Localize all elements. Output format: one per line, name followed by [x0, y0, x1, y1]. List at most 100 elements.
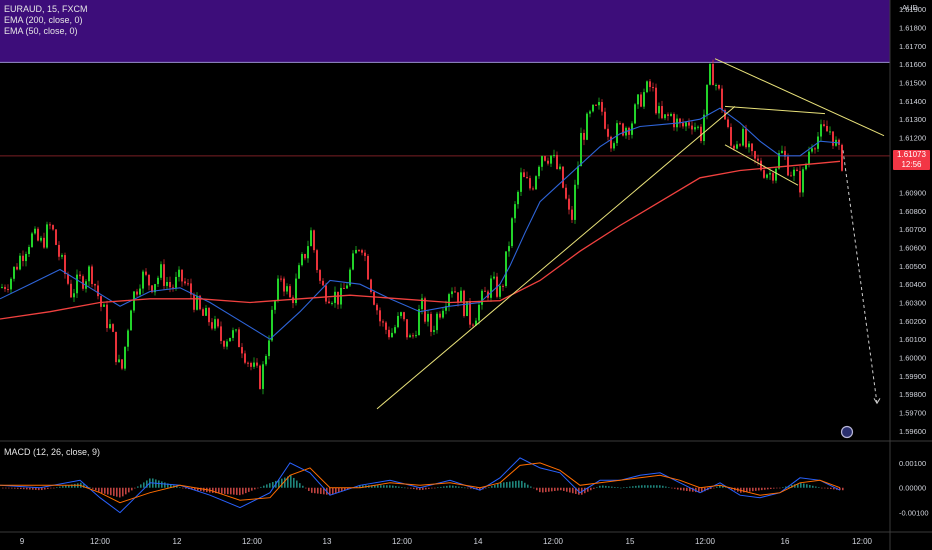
candle-body [565, 187, 567, 199]
macd-histogram-bar [716, 486, 718, 488]
candle-body [13, 266, 15, 279]
price-tick-label: 1.61400 [899, 97, 926, 106]
macd-histogram-bar [500, 482, 502, 488]
candle-body [682, 122, 684, 127]
price-tick-label: 1.60100 [899, 335, 926, 344]
candle-body [151, 285, 153, 293]
macd-histogram-bar [539, 487, 541, 493]
macd-histogram-bar [689, 487, 691, 492]
macd-histogram-bar [821, 487, 823, 489]
macd-histogram-bar [287, 476, 289, 488]
macd-histogram-bar [521, 480, 523, 488]
candle-body [541, 156, 543, 167]
macd-histogram-bar [623, 487, 625, 488]
candle-body [169, 281, 171, 288]
macd-histogram-bar [491, 486, 493, 488]
macd-line [0, 457, 841, 514]
macd-histogram-bar [722, 486, 724, 488]
candle-body [367, 255, 369, 280]
price-tick-label: 1.60200 [899, 317, 926, 326]
candle-body [436, 313, 438, 331]
candle-body [490, 278, 492, 298]
macd-histogram-bar [317, 487, 319, 494]
macd-histogram-bar [584, 487, 586, 494]
candle-body [664, 114, 666, 119]
macd-histogram-bar [308, 487, 310, 491]
candle-body [649, 81, 651, 88]
candle-body [388, 329, 390, 338]
symbol-label[interactable]: EURAUD, 15, FXCM [4, 4, 88, 14]
candle-body [706, 84, 708, 115]
macd-histogram-bar [347, 487, 349, 490]
candle-body [799, 170, 801, 193]
price-tick-label: 1.61700 [899, 42, 926, 51]
candle-body [556, 154, 558, 170]
macd-histogram-bar [32, 487, 34, 490]
candle-body [136, 291, 138, 295]
last-price-badge: 1.61073 12:56 [893, 150, 930, 170]
macd-histogram-bar [17, 487, 19, 489]
candle-body [196, 295, 198, 310]
candle-body [781, 150, 783, 154]
macd-histogram-bar [47, 487, 49, 489]
candle-body [364, 252, 366, 256]
ema50-line [0, 107, 841, 340]
macd-histogram-bar [101, 487, 103, 493]
macd-histogram-bar [587, 487, 589, 492]
candle-body [97, 285, 99, 297]
candle-body [838, 139, 840, 145]
macd-legend-label[interactable]: MACD (12, 26, close, 9) [4, 447, 101, 457]
macd-histogram-bar [560, 487, 562, 491]
candle-body [406, 319, 408, 338]
macd-histogram-bar [692, 487, 694, 492]
candle-body [139, 288, 141, 295]
candle-body [274, 300, 276, 310]
candle-body [241, 347, 243, 354]
candle-body [154, 284, 156, 293]
macd-histogram-bar [530, 486, 532, 488]
candle-body [79, 274, 81, 277]
candle-body [562, 166, 564, 188]
candle-body [592, 104, 594, 112]
ema50-legend[interactable]: EMA (50, close, 0) [4, 26, 78, 36]
candle-body [439, 313, 441, 318]
macd-histogram-bar [431, 487, 433, 489]
candle-body [505, 251, 507, 287]
candle-body [58, 244, 60, 257]
candle-body [232, 330, 234, 338]
price-tick-label: 1.61200 [899, 134, 926, 143]
macd-histogram-bar [332, 487, 334, 495]
macd-histogram-bar [284, 477, 286, 488]
macd-histogram-bar [797, 483, 799, 488]
candle-body [427, 313, 429, 322]
candle-body [790, 175, 792, 177]
time-tick-label: 14 [474, 537, 483, 546]
ema200-legend[interactable]: EMA (200, close, 0) [4, 15, 83, 25]
candle-body [730, 127, 732, 146]
macd-histogram-bar [785, 486, 787, 488]
candle-body [70, 283, 72, 298]
trendline-1 [376, 105, 736, 410]
macd-histogram-bar [569, 487, 571, 493]
candle-body [106, 304, 108, 329]
candle-body [418, 309, 420, 336]
time-tick-label: 13 [323, 537, 332, 546]
macd-histogram-bar [71, 484, 73, 488]
macd-histogram-bar [401, 487, 403, 488]
candle-body [613, 143, 615, 149]
macd-histogram-bar [314, 487, 316, 494]
candle-body [100, 296, 102, 307]
candle-body [769, 173, 771, 175]
macd-histogram-bar [245, 487, 247, 494]
candle-body [667, 114, 669, 116]
macd-histogram-bar [212, 487, 214, 493]
macd-histogram-bar [518, 480, 520, 488]
candle-body [778, 153, 780, 169]
macd-histogram-bar [311, 487, 313, 493]
candle-body [88, 266, 90, 282]
candle-body [451, 291, 453, 295]
event-marker-icon [840, 425, 854, 439]
macd-tick-label: 0.00000 [899, 484, 926, 493]
candle-body [661, 106, 663, 119]
